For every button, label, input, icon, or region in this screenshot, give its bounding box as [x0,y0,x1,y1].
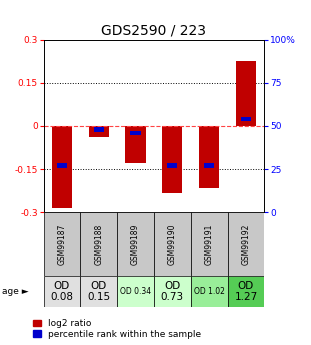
Bar [117,276,154,307]
Text: OD 1.02: OD 1.02 [194,287,225,296]
Bar [204,163,214,168]
Text: OD
0.73: OD 0.73 [161,281,184,302]
Title: GDS2590 / 223: GDS2590 / 223 [101,23,207,37]
Bar [44,276,80,307]
Bar [236,61,256,126]
Bar [154,212,191,276]
Bar [89,126,109,137]
Text: GSM99190: GSM99190 [168,223,177,265]
Text: GSM99187: GSM99187 [58,224,67,265]
Text: GSM99188: GSM99188 [94,224,103,265]
Bar [162,126,183,194]
Bar [80,212,117,276]
Legend: log2 ratio, percentile rank within the sample: log2 ratio, percentile rank within the s… [33,319,201,339]
Bar [228,212,264,276]
Text: GSM99192: GSM99192 [241,224,250,265]
Bar [125,126,146,163]
Bar [199,126,219,188]
Bar [44,212,80,276]
Text: OD
1.27: OD 1.27 [234,281,258,302]
Text: GSM99189: GSM99189 [131,224,140,265]
Bar [154,276,191,307]
Text: OD
0.15: OD 0.15 [87,281,110,302]
Bar [57,163,67,168]
Bar [130,130,141,135]
Text: OD 0.34: OD 0.34 [120,287,151,296]
Bar [167,163,178,168]
Bar [191,212,228,276]
Bar [117,212,154,276]
Bar [191,276,228,307]
Bar [80,276,117,307]
Text: OD
0.08: OD 0.08 [50,281,73,302]
Text: GSM99191: GSM99191 [205,224,214,265]
Bar [94,127,104,132]
Bar [241,117,251,121]
Bar [52,126,72,208]
Text: age ►: age ► [2,287,28,296]
Bar [228,276,264,307]
